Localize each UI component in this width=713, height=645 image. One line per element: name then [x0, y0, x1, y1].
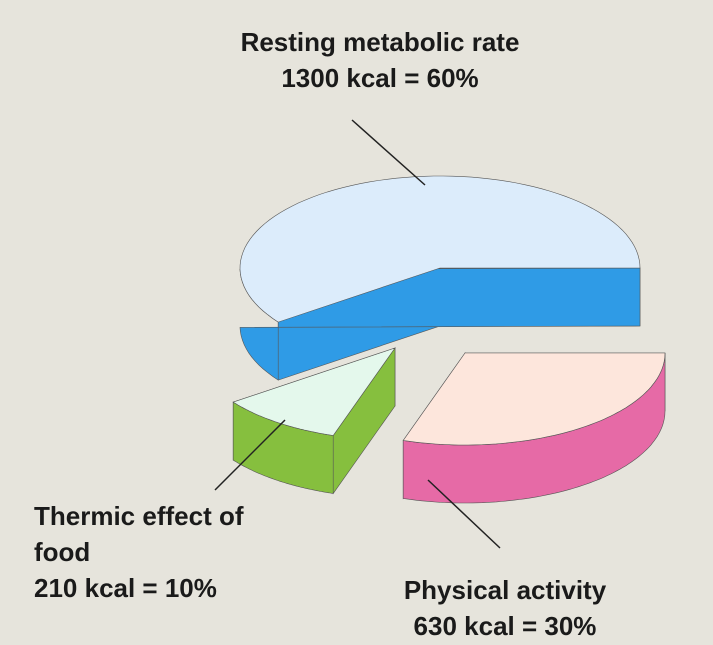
label: Physical activity 630 kcal = 30%	[340, 572, 670, 644]
leader-line	[427, 479, 501, 549]
leader-line	[351, 119, 426, 186]
category-label: Thermic effect of food	[34, 501, 244, 567]
value-label: 210 kcal = 10%	[34, 573, 217, 603]
leader-line	[214, 419, 286, 491]
slice	[232, 347, 396, 436]
value-label: 1300 kcal = 60%	[281, 63, 479, 93]
label: Thermic effect of food 210 kcal = 10%	[34, 498, 284, 606]
category-label: Physical activity	[403, 575, 607, 605]
label: Resting metabolic rate 1300 kcal = 60%	[180, 24, 580, 96]
slice	[239, 175, 641, 323]
slice	[402, 352, 666, 446]
category-label: Resting metabolic rate	[240, 27, 520, 57]
value-label: 630 kcal = 30%	[413, 611, 597, 641]
